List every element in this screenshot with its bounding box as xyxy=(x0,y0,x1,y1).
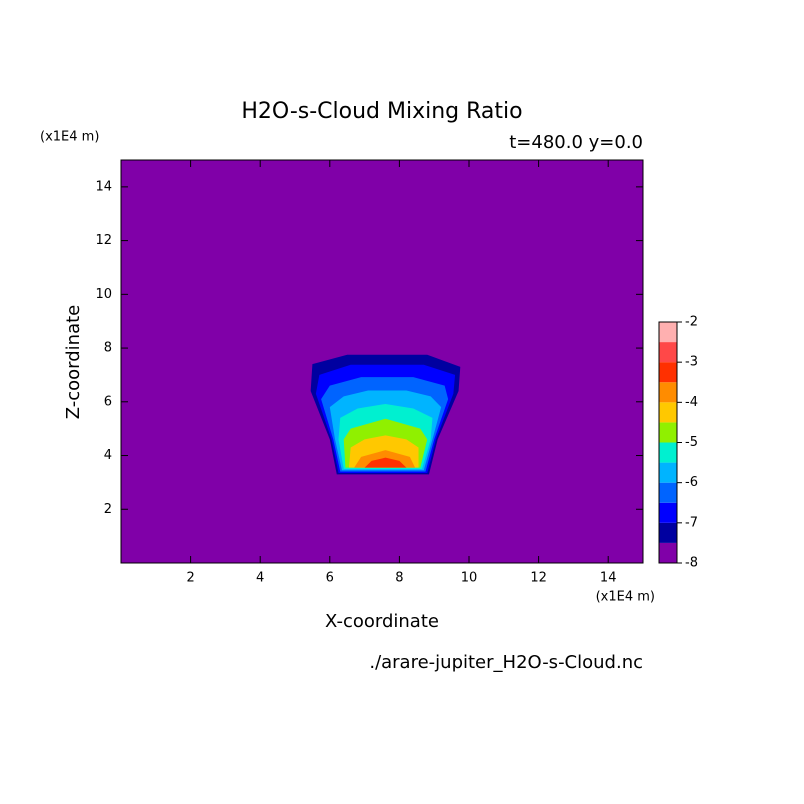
x-axis-label: X-coordinate xyxy=(325,611,439,632)
colorbar-band xyxy=(659,342,677,363)
colorbar-band xyxy=(659,322,677,343)
colorbar-band xyxy=(659,542,677,563)
y-tick-label: 12 xyxy=(95,233,112,248)
colorbar-band xyxy=(659,502,677,523)
colorbar-tick-label: -5 xyxy=(685,435,698,450)
y-tick-label: 4 xyxy=(104,448,112,463)
y-unit: (x1E4 m) xyxy=(40,130,99,145)
colorbar-band xyxy=(659,522,677,543)
x-tick-label: 8 xyxy=(395,571,403,586)
y-tick-label: 2 xyxy=(104,502,112,517)
colorbar-tick-label: -4 xyxy=(685,395,698,410)
x-tick-label: 14 xyxy=(600,571,617,586)
contour-region xyxy=(364,457,407,468)
colorbar-band xyxy=(659,402,677,423)
y-tick-label: 14 xyxy=(95,179,112,194)
x-tick-label: 6 xyxy=(326,571,334,586)
colorbar-band xyxy=(659,362,677,383)
colorbar-band xyxy=(659,422,677,443)
plot-frame xyxy=(120,159,644,564)
colorbar-band xyxy=(659,442,677,463)
x-unit: (x1E4 m) xyxy=(596,590,655,605)
chart-subtitle: t=480.0 y=0.0 xyxy=(509,132,643,153)
colorbar-tick-label: -8 xyxy=(685,556,698,571)
colorbar-band xyxy=(659,382,677,403)
y-tick-label: 6 xyxy=(104,394,112,409)
x-tick-label: 12 xyxy=(530,571,547,586)
colorbar-tick-label: -7 xyxy=(685,515,698,530)
colorbar-tick-label: -2 xyxy=(685,315,698,330)
x-tick-label: 4 xyxy=(256,571,264,586)
y-tick-label: 10 xyxy=(95,287,112,302)
x-tick-label: 2 xyxy=(186,571,194,586)
y-tick-label: 8 xyxy=(104,341,112,356)
colorbar-tick-label: -6 xyxy=(685,475,698,490)
colorbar-band xyxy=(659,482,677,503)
y-axis-label: Z-coordinate xyxy=(63,305,84,420)
x-tick-label: 10 xyxy=(461,571,478,586)
chart-title: H2O-s-Cloud Mixing Ratio xyxy=(241,99,522,124)
colorbar-tick-label: -3 xyxy=(685,355,698,370)
colorbar-band xyxy=(659,462,677,483)
footer: ./arare-jupiter_H2O-s-Cloud.nc xyxy=(369,652,643,673)
